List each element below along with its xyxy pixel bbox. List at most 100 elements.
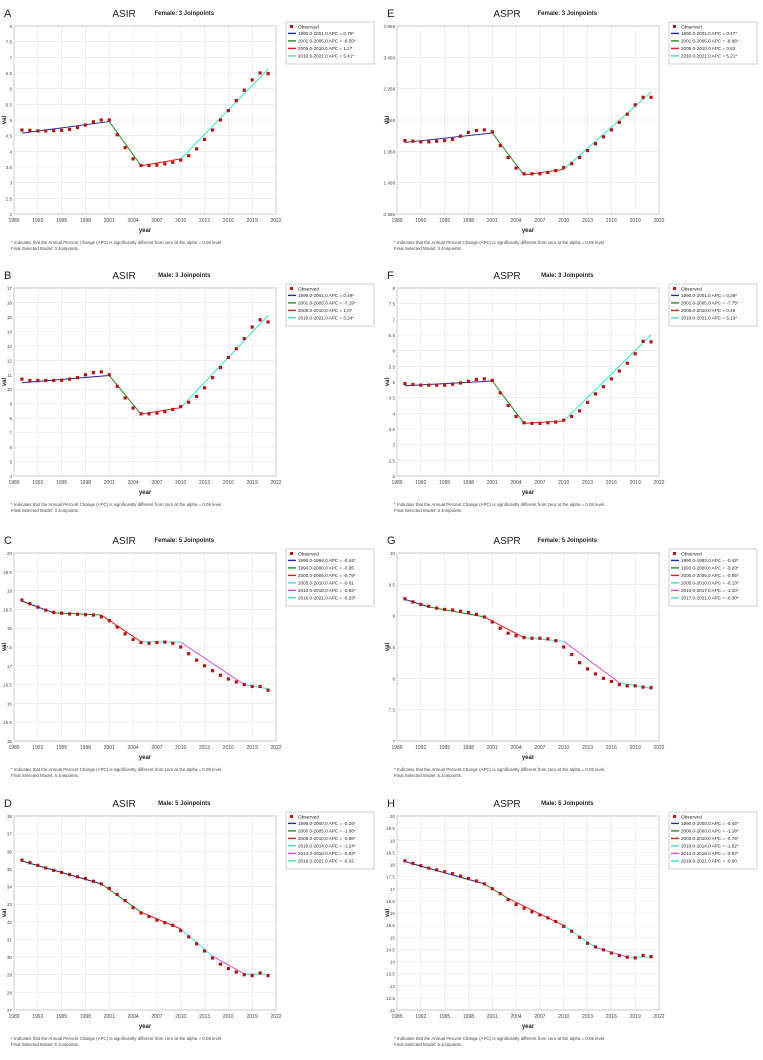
- observed-point: [514, 634, 518, 638]
- y-tick-label: 19.5: [386, 826, 395, 831]
- observed-point: [609, 128, 613, 132]
- observed-point: [202, 664, 207, 668]
- legend-box: [285, 21, 375, 65]
- observed-point: [546, 421, 550, 425]
- y-tick-label: 17: [390, 887, 396, 892]
- x-tick-label: 1989: [8, 218, 19, 224]
- legend-entry: 2001.0-2005.0 APC = -8.55*: [298, 39, 356, 44]
- observed-point: [609, 377, 613, 381]
- y-axis-label: val: [385, 908, 391, 917]
- observed-point: [139, 911, 143, 915]
- observed-point: [435, 139, 439, 143]
- observed-point: [258, 684, 262, 689]
- legend-entry: 2010.0-2014.0 APC = -1.24*: [298, 844, 356, 849]
- observed-point: [466, 130, 471, 135]
- observed-point: [36, 863, 40, 867]
- legend-entry: 2005.0-2010.0 APC = -0.13*: [681, 581, 739, 586]
- legend-entry: 2014.0-2018.0 APC = -0.97*: [681, 851, 739, 856]
- x-axis-label: year: [522, 755, 535, 761]
- observed-point: [435, 868, 439, 872]
- observed-point: [633, 684, 637, 688]
- x-tick-label: 2004: [511, 745, 522, 751]
- observed-point: [36, 378, 40, 383]
- x-tick-label: 1998: [80, 480, 91, 486]
- legend-entry: 2000.0-2005.0 APC = -0.79*: [298, 573, 356, 578]
- chart-panel-h: H ASPR Male: 5 Joinpoints 1989 1992 1995 1998 2…: [385, 798, 758, 1047]
- observed-point: [570, 652, 574, 657]
- y-tick-label: 12.5: [386, 996, 395, 1001]
- observed-point: [20, 128, 24, 132]
- x-tick-label: 2016: [606, 1014, 617, 1020]
- y-tick-label: 18.5: [3, 607, 12, 612]
- chart-subtitle: Female: 5 Joinpoints: [537, 538, 597, 544]
- y-axis-label: val: [2, 908, 8, 917]
- observed-point: [210, 956, 215, 960]
- observed-point: [28, 378, 32, 383]
- legend-entry: 1990.0-2001.0 APC = 0.29*: [681, 293, 737, 298]
- x-tick-label: 2001: [104, 218, 115, 224]
- footnote-apc: * Indicates that the Annual Percent Chan…: [394, 502, 605, 507]
- fitted-segment-1: [404, 598, 429, 608]
- x-tick-label: 1989: [8, 745, 19, 751]
- chart-subtitle: Male: 5 Joinpoints: [158, 801, 211, 807]
- observed-point: [474, 612, 478, 617]
- panel-letter: H: [387, 798, 395, 810]
- x-tick-label: 2004: [128, 745, 139, 751]
- observed-point: [617, 369, 621, 373]
- observed-point: [585, 941, 590, 945]
- y-tick-label: 2.5: [389, 458, 396, 463]
- chart-subtitle: Male: 5 Joinpoints: [541, 801, 594, 807]
- legend-entry: 2018.0-2021.0 APC = -0.23*: [298, 596, 356, 601]
- observed-point: [466, 876, 471, 881]
- observed-point: [609, 679, 613, 684]
- observed-point: [218, 118, 223, 122]
- observed-point: [538, 421, 542, 425]
- observed-point: [20, 377, 24, 381]
- x-tick-label: 2001: [104, 1014, 115, 1020]
- y-tick-label: 30: [7, 955, 13, 960]
- y-tick-label: 6.5: [389, 333, 396, 338]
- y-tick-label: 1.458: [384, 181, 396, 186]
- panel-letter: G: [387, 535, 396, 547]
- y-tick-label: 3: [392, 443, 395, 448]
- observed-point: [450, 137, 455, 141]
- observed-point: [522, 421, 526, 425]
- observed-point: [20, 598, 24, 602]
- observed-point: [562, 924, 566, 928]
- chart-subtitle: Male: 3 Joinpoints: [158, 273, 211, 279]
- observed-point: [107, 886, 111, 890]
- observed-point: [147, 412, 151, 416]
- observed-point: [242, 88, 246, 92]
- observed-point: [99, 882, 103, 886]
- observed-point: [75, 875, 80, 879]
- observed-point: [617, 120, 621, 124]
- chart-panel-g: G ASPR Female: 5 Joinpoints 1989 1992 1995 199…: [385, 535, 758, 778]
- observed-point: [625, 361, 629, 365]
- observed-point: [123, 899, 127, 903]
- x-tick-label: 2013: [199, 1014, 210, 1020]
- observed-point: [234, 680, 238, 684]
- observed-point: [195, 394, 199, 399]
- observed-point: [139, 640, 143, 645]
- observed-point: [107, 619, 111, 623]
- y-tick-label: 5.5: [389, 364, 396, 369]
- observed-point: [147, 914, 151, 919]
- y-tick-label: 19: [7, 589, 13, 594]
- observed-point: [28, 602, 32, 606]
- observed-point: [123, 396, 127, 400]
- x-tick-label: 2013: [582, 745, 593, 751]
- chart-title: ASPR: [493, 799, 520, 810]
- y-tick-label: 18: [7, 626, 13, 631]
- legend-entry: 1990.0-1994.0 APC = -0.44*: [298, 558, 356, 563]
- y-tick-label: 7: [9, 431, 12, 436]
- observed-point: [450, 608, 455, 612]
- observed-point: [131, 906, 135, 910]
- observed-point: [474, 879, 478, 883]
- observed-point: [593, 945, 598, 949]
- observed-point: [91, 613, 95, 617]
- footnote-apc: * Indicates that the Annual Percent Chan…: [11, 240, 222, 245]
- x-tick-label: 2007: [151, 218, 162, 224]
- footnote-model: Final Selected Model: 5 Joinpoints.: [11, 773, 79, 778]
- observed-point: [498, 892, 502, 896]
- observed-point: [139, 163, 143, 168]
